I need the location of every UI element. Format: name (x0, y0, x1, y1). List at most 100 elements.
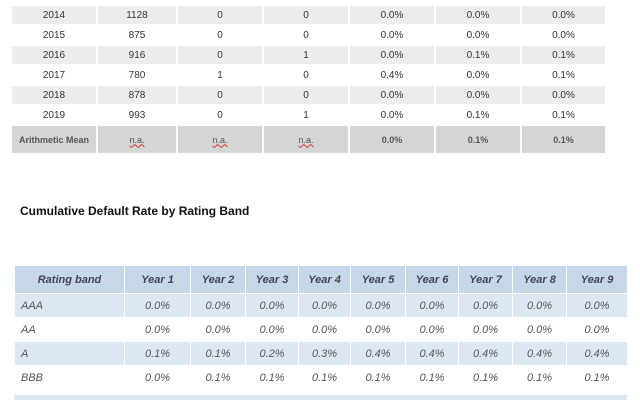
cell-text: 0.1% (144, 347, 171, 360)
table-cell: 0.0% (348, 24, 436, 46)
table-cell: 2014 (10, 4, 98, 26)
cell-text: 878 (128, 89, 146, 101)
cell-text: 0.0% (584, 323, 610, 336)
cell-text: Year 3 (255, 273, 289, 286)
cell-text: 0.0% (311, 299, 338, 312)
cell-text: Year 7 (469, 273, 502, 286)
table-cell: 1 (176, 64, 264, 86)
cell-text: Year 2 (201, 273, 235, 286)
cell-text: 0.0% (466, 29, 490, 41)
cell-text: 0.0% (311, 323, 338, 336)
cell-text: Year 6 (415, 273, 449, 286)
table-cell: 0.4% (566, 341, 628, 366)
table-cell: 0.3% (298, 341, 351, 366)
cell-text: 0.4% (419, 347, 445, 360)
cell-text: 0.0% (144, 299, 171, 312)
cell-text: 0 (303, 89, 309, 101)
cell-text: 1128 (126, 9, 148, 21)
table-cell: 0.0% (434, 24, 522, 46)
table-cell: 1 (262, 104, 350, 126)
table-cell: 875 (96, 24, 178, 46)
cell-text: Year 1 (141, 273, 174, 286)
cell-text: n.a. (212, 134, 228, 145)
table-cell: 0.4% (350, 341, 406, 366)
table-cell: AA (14, 317, 125, 342)
table-cell: 0 (176, 44, 264, 66)
table-cell: n.a. (176, 124, 264, 155)
table-cell: 0.4% (348, 64, 436, 86)
cell-text: 0.2% (259, 347, 285, 360)
cell-text: 0.1% (311, 371, 338, 384)
cell-text: 0 (217, 109, 223, 121)
cell-text: 0 (217, 89, 223, 101)
table-cell: 0.0% (520, 24, 607, 46)
cell-text: Year 9 (580, 273, 614, 286)
table-cell: 0.0% (190, 293, 246, 318)
rating-table: Rating band Year 1 Year 2 Year 3 Year 4 Year … (14, 265, 628, 390)
table-cell: 0.0% (566, 293, 628, 318)
cell-text: 1 (217, 69, 223, 81)
cell-text: 0.0% (259, 323, 285, 336)
table-cell: 0.0% (348, 4, 436, 26)
table-cell: 0.0% (520, 84, 607, 106)
cell-text: 0.0% (526, 323, 553, 336)
cell-text: 0 (217, 29, 223, 41)
cell-text: 0.0% (144, 323, 171, 336)
cell-text: 0.0% (380, 49, 404, 61)
table-cell: 0.2% (245, 341, 299, 366)
cell-text: 780 (128, 69, 146, 81)
cell-text: 0.0% (584, 299, 610, 312)
cell-text: 2019 (42, 109, 66, 121)
table-cell: Year 8 (512, 265, 567, 294)
cell-text: 0.1% (259, 371, 285, 384)
table-row: 2018 878 0 0 0.0% 0.0% 0.0% (10, 84, 607, 106)
cell-text: A (21, 347, 29, 360)
cell-text: 0.1% (526, 371, 553, 384)
table-cell: 0.0% (350, 317, 406, 342)
cell-text: 2016 (42, 49, 66, 61)
cell-text: 0.1% (365, 371, 391, 384)
cell-text: 0.1% (552, 49, 575, 61)
table-cell: 916 (96, 44, 178, 66)
table-row: A 0.1% 0.1% 0.2% 0.3% 0.4% 0.4% 0.4% 0.4% 0.4% (14, 341, 628, 366)
table-cell: 0.0% (124, 365, 191, 390)
header-row: Rating band Year 1 Year 2 Year 3 Year 4 Year … (14, 265, 628, 294)
cell-text: 0.0% (365, 299, 391, 312)
cell-text: 0.1% (584, 371, 610, 384)
cell-text: 0 (303, 9, 309, 21)
cell-text: 1 (303, 49, 309, 61)
section-heading: Cumulative Default Rate by Rating Band (20, 204, 250, 218)
cell-text: 0.0% (472, 323, 499, 336)
table-cell: 0 (176, 4, 264, 26)
cell-text: 0.1% (553, 134, 574, 145)
table-cell: 0.0% (298, 317, 351, 342)
cell-text: 0 (303, 29, 309, 41)
table-cell: 0.1% (458, 365, 513, 390)
cell-text: 2015 (42, 29, 66, 41)
table-cell: 0.0% (512, 317, 567, 342)
mean-row: Arithmetic Mean n.a. n.a. n.a. 0.0% 0.1% 0.1% (10, 124, 607, 155)
table-cell: Year 1 (124, 265, 191, 294)
cell-text: BBB (21, 371, 44, 384)
cell-text: 0.0% (552, 89, 575, 101)
table-cell: 2018 (10, 84, 98, 106)
table-row-stripe (14, 395, 627, 400)
table-cell: 0.0% (512, 293, 567, 318)
table-cell: Year 7 (458, 265, 513, 294)
table-cell: 0.1% (520, 64, 607, 86)
cell-text: 916 (128, 49, 146, 61)
table-row: AA 0.0% 0.0% 0.0% 0.0% 0.0% 0.0% 0.0% 0.0% 0.0% (14, 317, 628, 342)
table-cell: 0.0% (405, 317, 459, 342)
table-cell: A (14, 341, 125, 366)
cell-text: 0.4% (472, 347, 499, 360)
table-cell: 0.0% (458, 293, 513, 318)
table-cell: Year 9 (566, 265, 628, 294)
cell-text: 875 (128, 29, 146, 41)
table-row: 2017 780 1 0 0.4% 0.0% 0.1% (10, 64, 607, 86)
table-cell: 0.0% (434, 4, 522, 26)
cell-text: 0.1% (552, 69, 575, 81)
cell-text: 1 (303, 109, 309, 121)
cell-text: 0.0% (419, 323, 445, 336)
cell-text: 0.0% (144, 371, 171, 384)
